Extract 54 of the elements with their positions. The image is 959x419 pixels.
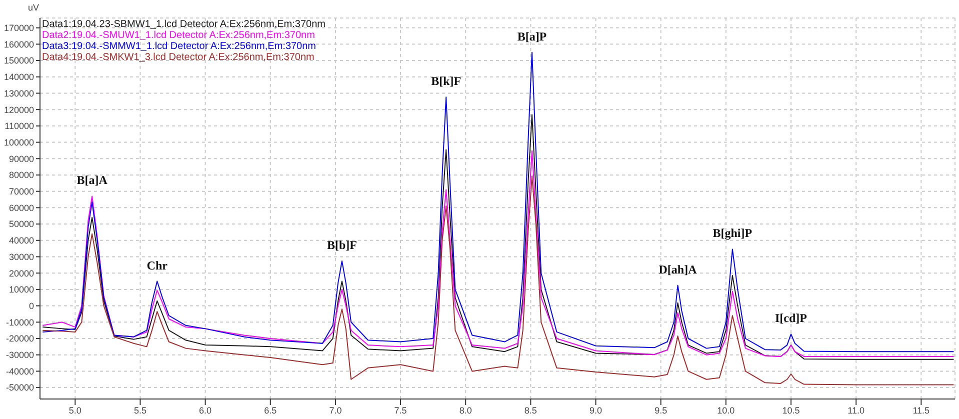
y-tick-label: 130000 [4, 88, 34, 98]
y-tick-label: 80000 [8, 170, 34, 180]
y-tick-label: 90000 [8, 154, 34, 164]
line-series [42, 150, 954, 357]
y-tick-label: -30000 [6, 350, 34, 360]
y-axis-title: uV [28, 2, 40, 12]
x-tick-label: 9.0 [590, 405, 602, 416]
text: Data4:19.04.-SMKW1_3.lcd Detector A:Ex:256nm,Em:370nm [42, 52, 316, 63]
annotation: B[a]A [76, 173, 108, 188]
y-tick-label: 170000 [4, 23, 34, 34]
x-tick-label: 5.5 [134, 405, 146, 416]
y-tick-label: 70000 [8, 186, 34, 197]
y-tick-label: 120000 [4, 104, 34, 115]
y-tick-label: 110000 [4, 121, 34, 132]
y-tick-label: -40000 [6, 366, 34, 376]
y-tick-label: 50000 [8, 219, 34, 230]
y-tick-label: 150000 [4, 56, 34, 66]
x-tick-label: 8.5 [524, 405, 537, 416]
text: Data2:19.04.-SMUW1_1.lcd Detector A:Ex:256nm,Em:370nm [42, 30, 316, 41]
y-tick-label: -10000 [6, 317, 34, 328]
text: Data1:19.04.23-SBMW1_1.lcd Detector A:Ex:256nm,Em:370nm [42, 19, 326, 30]
y-tick-label: 100000 [4, 137, 34, 148]
x-tick-label: 11.5 [912, 405, 930, 416]
annotation: B[ghi]P [712, 226, 752, 240]
y-tick-label: 40000 [8, 236, 34, 246]
y-tick-label: -50000 [6, 382, 34, 393]
y-tick-label: 10000 [8, 284, 34, 295]
line-series [42, 114, 954, 360]
x-tick-label: 7.5 [394, 405, 407, 416]
line-series [42, 176, 954, 386]
annotation: B[b]F [326, 238, 357, 252]
x-tick-label: 10.0 [717, 405, 735, 416]
y-tick-label: 160000 [4, 39, 34, 50]
y-tick-label: 20000 [8, 268, 34, 278]
text: Data3:19.04.-SMMW1_1.lcd Detector A:Ex:256nm,Em:370nm [42, 41, 318, 52]
x-tick-label: 7.0 [329, 405, 342, 416]
x-tick-label: 10.5 [782, 405, 800, 416]
x-tick-label: 8.0 [459, 405, 472, 416]
annotation: B[k]F [431, 74, 462, 88]
x-tick-label: 6.5 [264, 405, 277, 416]
y-tick-label: 60000 [8, 202, 34, 213]
annotation: D[ah]A [658, 262, 698, 276]
line-series [42, 52, 954, 352]
x-tick-label: 6.0 [199, 405, 212, 416]
y-tick-label: 140000 [4, 72, 34, 82]
annotation: Chr [146, 258, 168, 272]
y-tick-label: 0 [28, 300, 34, 311]
y-tick-label: -20000 [6, 334, 34, 344]
x-tick-label: 5.0 [68, 405, 82, 416]
x-tick-label: 11.0 [848, 405, 865, 416]
y-tick-label: 30000 [8, 252, 34, 262]
annotation: I[cd]P [775, 311, 808, 326]
x-tick-label: 9.5 [654, 405, 668, 416]
annotation: B[a]P [517, 29, 547, 44]
